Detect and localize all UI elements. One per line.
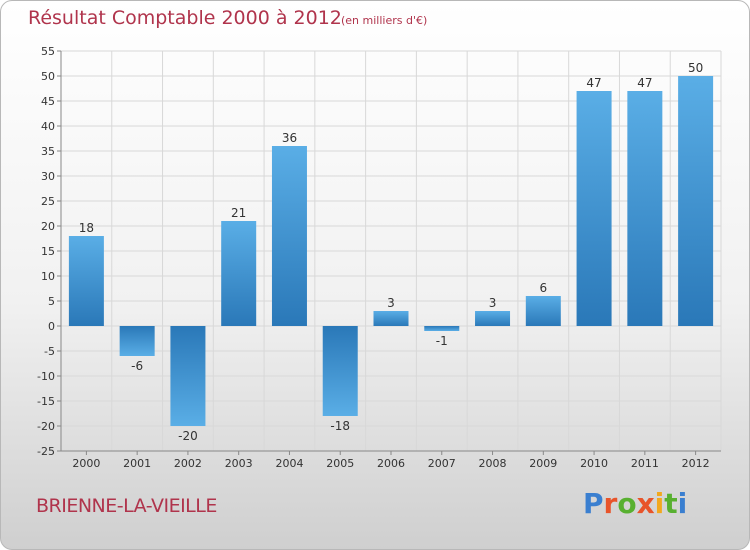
commune-name: BRIENNE-LA-VIEILLE [36, 495, 217, 517]
bar-2004 [271, 146, 307, 326]
y-tick-label: 0 [48, 320, 55, 333]
x-tick-label: 2003 [225, 457, 253, 470]
y-tick-label: 15 [41, 245, 55, 258]
chart-subtitle: (en milliers d'€) [341, 14, 428, 27]
value-label: 6 [539, 281, 547, 295]
bar-2002 [170, 326, 206, 426]
logo-letter: i [654, 487, 665, 520]
chart-title: Résultat Comptable 2000 à 2012 [28, 7, 342, 29]
value-label: 36 [282, 131, 297, 145]
bar-2010 [576, 91, 612, 326]
x-tick-label: 2012 [682, 457, 710, 470]
value-label: 18 [79, 221, 94, 235]
x-tick-label: 2010 [580, 457, 608, 470]
value-label: -20 [178, 429, 198, 443]
y-tick-label: 55 [41, 45, 55, 58]
logo-letter: i [677, 487, 688, 520]
x-tick-label: 2005 [326, 457, 354, 470]
y-tick-label: 20 [41, 220, 55, 233]
y-tick-label: 10 [41, 270, 55, 283]
logo-letter: P [583, 487, 604, 520]
y-tick-label: -10 [37, 370, 55, 383]
bar-2007 [424, 326, 460, 331]
y-tick-label: 30 [41, 170, 55, 183]
y-tick-label: 35 [41, 145, 55, 158]
logo-letter: x [636, 487, 655, 520]
bar-2008 [475, 311, 511, 326]
x-tick-label: 2004 [275, 457, 303, 470]
x-tick-label: 2009 [529, 457, 557, 470]
bar-2005 [322, 326, 358, 416]
value-label: -1 [436, 334, 448, 348]
value-label: -18 [330, 419, 350, 433]
logo-letter: o [617, 487, 637, 520]
x-tick-label: 2006 [377, 457, 405, 470]
y-tick-label: -25 [37, 445, 55, 458]
value-label: 47 [586, 76, 601, 90]
x-tick-label: 2001 [123, 457, 151, 470]
bar-2012 [678, 76, 714, 326]
y-tick-label: 5 [48, 295, 55, 308]
value-label: 3 [489, 296, 497, 310]
y-tick-label: -20 [37, 420, 55, 433]
y-tick-label: 40 [41, 120, 55, 133]
x-tick-label: 2002 [174, 457, 202, 470]
bar-2009 [525, 296, 561, 326]
proxiti-logo: Proxiti [583, 487, 687, 520]
y-tick-label: -5 [44, 345, 55, 358]
value-label: -6 [131, 359, 143, 373]
x-tick-label: 2011 [631, 457, 659, 470]
value-label: 21 [231, 206, 246, 220]
bar-2003 [221, 221, 257, 326]
bar-2006 [373, 311, 409, 326]
value-label: 50 [688, 61, 703, 75]
value-label: 3 [387, 296, 395, 310]
logo-letter: r [603, 487, 618, 520]
bar-2000 [68, 236, 104, 326]
value-label: 47 [637, 76, 652, 90]
x-tick-label: 2007 [428, 457, 456, 470]
y-tick-label: 50 [41, 70, 55, 83]
logo-letter: t [664, 487, 678, 520]
y-tick-label: 25 [41, 195, 55, 208]
y-tick-label: -15 [37, 395, 55, 408]
x-tick-label: 2008 [479, 457, 507, 470]
bar-2011 [627, 91, 663, 326]
x-tick-label: 2000 [72, 457, 100, 470]
bar-2001 [119, 326, 155, 356]
y-tick-label: 45 [41, 95, 55, 108]
